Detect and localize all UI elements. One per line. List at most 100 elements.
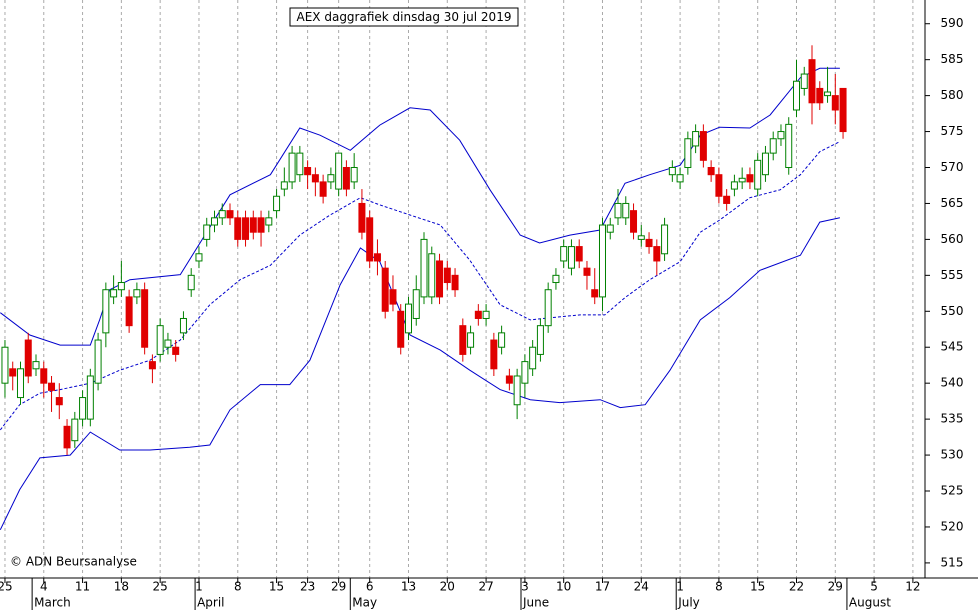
candle-body (474, 310, 482, 319)
y-tick-label: 535 (941, 412, 964, 426)
x-tick-label: 17 (595, 580, 610, 594)
x-tick-label: 24 (634, 580, 649, 594)
candle-body (583, 267, 591, 276)
candle-body (831, 95, 839, 111)
candle-body (1, 346, 9, 384)
candle-body (9, 368, 17, 377)
candle-body (769, 138, 777, 154)
candle-body (420, 238, 428, 298)
candle-body (723, 195, 731, 204)
candle-body (777, 131, 785, 140)
candle-body (16, 368, 24, 399)
x-tick-label: 29 (331, 580, 346, 594)
x-tick-label: 25 (153, 580, 168, 594)
candle-body (839, 87, 847, 133)
candle-body (172, 346, 180, 355)
candle-body (48, 382, 56, 391)
candle-body (226, 210, 234, 219)
candle-body (746, 174, 754, 183)
candle-body (32, 361, 40, 370)
y-tick-label: 575 (941, 124, 964, 138)
month-label: June (522, 596, 549, 610)
bollinger-band (0, 67, 840, 346)
x-tick-label: 12 (905, 580, 920, 594)
candle-body (792, 80, 800, 111)
y-tick-label: 525 (941, 484, 964, 498)
title-box (289, 7, 519, 27)
y-tick-label: 570 (941, 160, 964, 174)
candle-body (187, 274, 195, 291)
x-tick-label: 22 (789, 580, 804, 594)
candle-body (373, 253, 381, 262)
candle-body (730, 181, 738, 190)
candle-body (676, 174, 684, 183)
candle-body (754, 159, 762, 190)
candle-body (296, 152, 304, 176)
candle-body (311, 174, 319, 183)
candle-body (117, 282, 125, 291)
candle-body (397, 310, 405, 348)
candle-body (86, 375, 94, 420)
candle-body (125, 296, 133, 327)
candle-body (482, 310, 490, 319)
candle-body (614, 202, 622, 219)
candle-body (242, 217, 250, 240)
x-tick-label: 8 (715, 580, 723, 594)
y-tick-label: 590 (941, 16, 964, 30)
y-tick-label: 515 (941, 555, 964, 569)
candle-body (521, 361, 529, 384)
candle-body (179, 317, 187, 334)
y-tick-label: 540 (941, 376, 964, 390)
candle-body (436, 260, 444, 298)
candle-body (560, 246, 568, 262)
candle-body (598, 224, 606, 298)
candle-body (785, 123, 793, 169)
candle-body (536, 325, 544, 355)
candle-body (141, 289, 149, 348)
candle-body (358, 202, 366, 233)
x-tick-label: 13 (401, 580, 416, 594)
x-tick-label: 25 (0, 580, 13, 594)
month-label: April (197, 596, 224, 610)
candle-body (653, 246, 661, 262)
x-tick-label: 8 (234, 580, 242, 594)
candle-body (505, 375, 513, 384)
x-tick-label: 15 (750, 580, 765, 594)
candle-body (707, 167, 715, 176)
candle-body (738, 177, 746, 183)
candle-body (824, 91, 832, 97)
candle-body (55, 397, 63, 406)
candle-body (699, 131, 707, 161)
candle-body (381, 267, 389, 312)
candle-body (591, 289, 599, 298)
candle-body (808, 59, 816, 104)
candle-body (645, 238, 653, 248)
candle-body (350, 167, 358, 183)
candle-body (443, 267, 451, 284)
candle-body (575, 246, 583, 262)
y-tick-label: 530 (941, 448, 964, 462)
candle-body (195, 253, 203, 262)
candle-body (668, 167, 676, 176)
x-tick-label: 6 (366, 580, 374, 594)
month-label: August (849, 596, 891, 610)
candle-body (761, 152, 769, 176)
x-tick-label: 15 (269, 580, 284, 594)
candle-body (498, 332, 506, 348)
candle-body (490, 339, 498, 370)
candle-body (552, 274, 560, 284)
candle-body (622, 202, 630, 219)
candle-body (428, 253, 436, 298)
credit: © ADN Beursanalyse (10, 555, 137, 569)
y-tick-label: 520 (941, 519, 964, 533)
candle-body (342, 167, 350, 190)
x-tick-label: 20 (440, 580, 455, 594)
candle-body (110, 289, 118, 298)
candle-body (304, 167, 312, 176)
candle-body (467, 332, 475, 348)
y-tick-label: 560 (941, 232, 964, 246)
candle-body (40, 368, 48, 384)
candle-body (102, 289, 110, 334)
